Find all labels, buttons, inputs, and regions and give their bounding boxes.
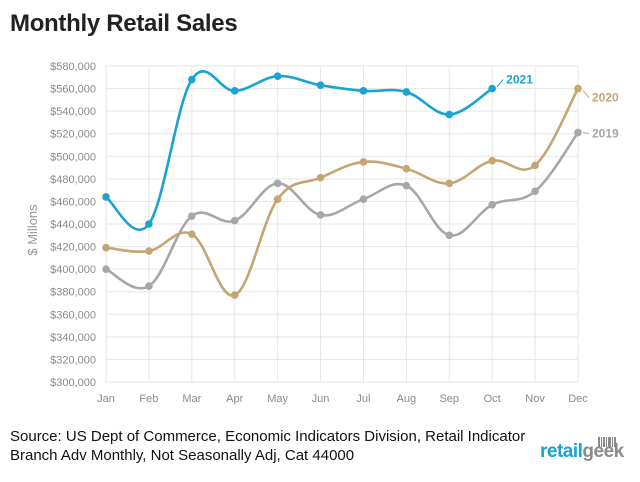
- data-point: [102, 243, 110, 252]
- data-point: [531, 161, 539, 170]
- y-axis-label: $ Millons: [25, 204, 40, 256]
- barcode-icon: [598, 437, 616, 447]
- data-point: [273, 179, 282, 188]
- data-point: [145, 282, 153, 290]
- data-point: [402, 88, 411, 96]
- grid: [105, 65, 579, 383]
- data-point: [188, 230, 196, 238]
- data-point: [316, 81, 325, 89]
- y-tick-label: $300,000: [50, 377, 96, 389]
- data-point: [359, 87, 368, 95]
- y-tick-label: $380,000: [50, 287, 96, 299]
- data-point: [273, 195, 282, 203]
- y-tick-label: $520,000: [50, 129, 96, 141]
- data-point: [359, 158, 368, 166]
- series-label-connector: [582, 132, 590, 135]
- x-tick-label: Jul: [356, 393, 370, 405]
- y-tick-label: $580,000: [50, 61, 96, 73]
- series-2020: 2020: [102, 84, 619, 299]
- data-point: [574, 84, 582, 93]
- data-point: [531, 187, 539, 196]
- data-point: [145, 220, 153, 228]
- series-line-2021: [104, 70, 494, 232]
- y-tick-label: $540,000: [50, 106, 96, 118]
- x-tick-label: Apr: [226, 393, 243, 405]
- data-point: [102, 265, 110, 273]
- x-tick-label: Sep: [439, 393, 459, 405]
- y-tick-label: $500,000: [50, 151, 96, 163]
- source-note: Source: US Dept of Commerce, Economic In…: [10, 428, 526, 464]
- data-point: [488, 84, 496, 93]
- retailgeek-logo: retailgeek: [540, 441, 624, 463]
- y-tick-label: $440,000: [50, 219, 96, 231]
- x-tick-label: May: [267, 393, 288, 405]
- y-tick-label: $400,000: [50, 264, 96, 276]
- x-tick-label: Aug: [397, 393, 417, 405]
- series-label-connector: [582, 90, 590, 98]
- series-end-label: 2020: [592, 91, 619, 105]
- series-2019: 2019: [102, 127, 619, 290]
- x-tick-label: Feb: [139, 393, 158, 405]
- data-point: [574, 128, 582, 137]
- chart-title: Monthly Retail Sales: [10, 10, 238, 37]
- data-point: [402, 181, 411, 190]
- data-point: [188, 75, 196, 84]
- logo-text-geek: geek: [582, 441, 624, 462]
- data-point: [488, 201, 496, 209]
- series-label-connector: [496, 79, 504, 87]
- x-tick-label: Dec: [568, 393, 588, 405]
- data-point: [188, 212, 196, 220]
- y-tick-label: $320,000: [50, 354, 96, 366]
- data-point: [230, 291, 239, 299]
- x-tick-label: Nov: [525, 393, 545, 405]
- data-point: [359, 195, 368, 203]
- series-end-label: 2021: [506, 73, 533, 87]
- data-point: [273, 72, 282, 80]
- x-tick-label: Jun: [312, 393, 330, 405]
- series-2021: 2021: [102, 70, 533, 232]
- data-point: [230, 87, 239, 95]
- y-tick-label: $460,000: [50, 196, 96, 208]
- data-point: [402, 164, 411, 173]
- x-tick-label: Jan: [97, 393, 115, 405]
- series-layer: 2019 2020 2021: [102, 70, 619, 299]
- data-point: [145, 247, 153, 255]
- y-tick-label: $560,000: [50, 84, 96, 96]
- y-axis: $300,000 $320,000 $340,000 $360,000 $380,000…: [50, 61, 96, 389]
- series-end-label: 2019: [592, 127, 619, 141]
- data-point: [488, 157, 496, 165]
- data-point: [102, 193, 110, 201]
- x-tick-label: Mar: [182, 393, 201, 405]
- y-tick-label: $480,000: [50, 174, 96, 186]
- data-point: [445, 179, 454, 188]
- data-point: [445, 231, 454, 240]
- series-line-2019: [104, 131, 580, 290]
- y-tick-label: $340,000: [50, 332, 96, 344]
- x-axis: Jan Feb Mar Apr May Jun Jul Aug Sep Oct Nov Dec: [97, 393, 588, 405]
- data-point: [445, 110, 454, 119]
- data-point: [230, 216, 239, 225]
- data-point: [316, 211, 325, 219]
- logo-text-retail: retail: [540, 441, 583, 462]
- data-point: [316, 173, 325, 182]
- x-tick-label: Oct: [484, 393, 501, 405]
- y-tick-label: $360,000: [50, 309, 96, 321]
- y-tick-label: $420,000: [50, 242, 96, 254]
